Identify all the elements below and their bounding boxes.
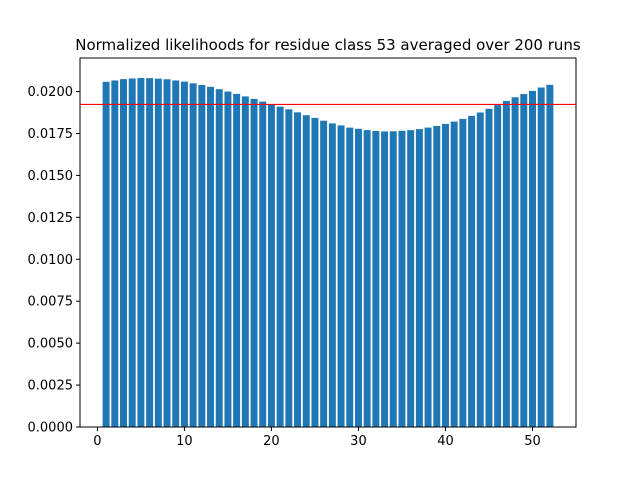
bar-51	[537, 87, 545, 428]
y-axis-ticks: 0.0000 0.0025 0.0050 0.0075 0.0100 0.0125 0.01…	[28, 85, 80, 436]
x-tick-label: 0	[93, 434, 101, 449]
bar-8	[163, 79, 171, 427]
x-tick-label: 10	[176, 434, 193, 449]
y-tick-label: 0.0175	[28, 127, 74, 142]
bar-1	[102, 81, 110, 428]
bar-32	[372, 130, 380, 427]
bar-50	[529, 90, 536, 427]
bar-22	[285, 109, 293, 427]
bar-46	[494, 105, 502, 428]
bar-34	[389, 131, 397, 427]
bar-28	[337, 125, 345, 427]
bar-39	[433, 125, 441, 428]
axes-layer	[79, 57, 577, 428]
bar-14	[215, 89, 223, 428]
x-tick-label: 30	[350, 434, 367, 449]
chart-title: Normalized likelihoods for residue class…	[75, 36, 581, 54]
bar-27	[328, 123, 336, 427]
bar-47	[502, 100, 510, 428]
bar-52	[546, 84, 554, 427]
bar-37	[415, 129, 423, 427]
bars-layer	[102, 77, 554, 428]
bar-26	[320, 120, 328, 427]
bar-24	[302, 115, 310, 427]
plot-frame	[79, 57, 577, 428]
y-tick-label: 0.0200	[28, 85, 74, 100]
x-tick-label: 50	[524, 434, 541, 449]
bar-6	[146, 78, 154, 428]
bar-35	[398, 130, 406, 427]
bar-42	[459, 118, 467, 427]
bar-43	[468, 115, 476, 427]
bar-21	[276, 106, 284, 428]
bar-44	[476, 112, 484, 428]
bar-31	[363, 130, 371, 427]
bar-36	[407, 130, 415, 427]
bar-20	[267, 104, 275, 427]
bar-33	[381, 131, 389, 427]
bar-9	[172, 80, 180, 427]
y-tick-label: 0.0075	[28, 295, 74, 310]
y-tick-label: 0.0050	[28, 337, 74, 352]
x-tick-label: 40	[437, 434, 454, 449]
bar-23	[294, 112, 302, 428]
bar-40	[441, 123, 449, 428]
bar-13	[207, 86, 215, 427]
y-tick-label: 0.0125	[28, 211, 74, 226]
bar-18	[250, 98, 258, 428]
bar-29	[346, 127, 354, 428]
bar-17	[241, 96, 249, 427]
bar-48	[511, 97, 519, 428]
x-tick-label: 20	[263, 434, 280, 449]
bar-30	[354, 128, 362, 427]
y-tick-label: 0.0000	[28, 421, 74, 436]
bar-4	[128, 78, 136, 427]
bar-45	[485, 108, 493, 428]
bar-2	[111, 80, 119, 427]
bar-11	[189, 83, 197, 428]
bar-41	[450, 121, 458, 427]
bar-16	[233, 93, 241, 427]
bar-5	[137, 77, 145, 428]
bar-12	[198, 85, 206, 427]
bar-7	[154, 78, 162, 427]
bar-10	[180, 81, 188, 428]
bar-19	[259, 101, 267, 427]
y-tick-label: 0.0150	[28, 169, 74, 184]
bar-25	[311, 117, 319, 428]
bar-49	[520, 94, 528, 427]
bar-15	[224, 91, 232, 427]
y-tick-label: 0.0025	[28, 379, 74, 394]
bar-38	[424, 127, 432, 428]
y-tick-label: 0.0100	[28, 253, 74, 268]
bar-3	[120, 79, 127, 427]
x-axis-ticks: 0 10 20 30 40 50	[93, 427, 541, 449]
